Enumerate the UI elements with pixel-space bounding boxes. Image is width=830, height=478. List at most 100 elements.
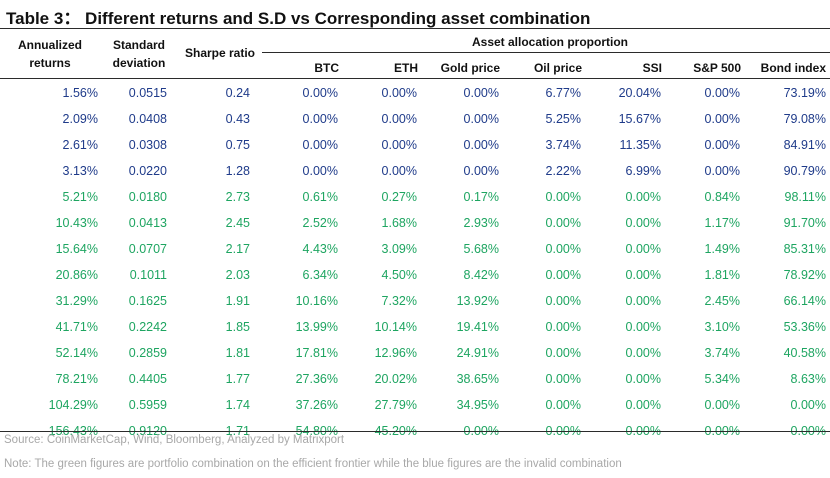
table-cell: 73.19% (783, 86, 826, 100)
table-cell: 0.00% (302, 112, 338, 126)
table-cell: 0.61% (302, 190, 338, 204)
table-row: 78.21% 0.4405 1.77 27.36% 20.02% 38.65% 0.00% 0… (0, 366, 830, 392)
table-cell: 0.00% (545, 216, 581, 230)
table-cell: 2.61% (62, 138, 98, 152)
table-cell: 13.99% (295, 320, 338, 334)
table-cell: 0.00% (302, 138, 338, 152)
table-cell: 0.00% (704, 112, 740, 126)
header-standard: Standard (112, 38, 165, 52)
table-cell: 5.21% (62, 190, 98, 204)
table-row: 2.61% 0.0308 0.75 0.00% 0.00% 0.00% 3.74% 11.35… (0, 132, 830, 158)
table-cell: 104.29% (48, 398, 98, 412)
table-cell: 0.00% (625, 294, 661, 308)
table-cell: 0.4405 (128, 372, 167, 386)
table-cell: 3.13% (62, 164, 98, 178)
header-btc: BTC (314, 61, 339, 75)
table-row: 52.14% 0.2859 1.81 17.81% 12.96% 24.91% 0.00% 0… (0, 340, 830, 366)
table-cell: 0.00% (463, 164, 499, 178)
table-cell: 0.00% (545, 398, 581, 412)
table-cell: 0.00% (302, 86, 338, 100)
table-row: 3.13% 0.0220 1.28 0.00% 0.00% 0.00% 2.22% 6.99%… (0, 158, 830, 184)
table-cell: 3.74% (545, 138, 581, 152)
table-cell: 0.00% (625, 372, 661, 386)
table-cell: 0.00% (704, 138, 740, 152)
table-cell: 0.00% (463, 112, 499, 126)
table-cell: 2.45 (225, 216, 250, 230)
table-cell: 15.67% (618, 112, 661, 126)
table-cell: 3.10% (704, 320, 740, 334)
table-cell: 0.2859 (128, 346, 167, 360)
table-cell: 20.02% (374, 372, 417, 386)
header-sp500: S&P 500 (693, 61, 741, 75)
table-cell: 15.64% (55, 242, 98, 256)
table-cell: 0.00% (625, 190, 661, 204)
header-asset-allocation: Asset allocation proportion (471, 35, 628, 49)
table-cell: 4.43% (302, 242, 338, 256)
group-underline (262, 52, 830, 53)
table-cell: 0.00% (625, 346, 661, 360)
table-cell: 6.34% (302, 268, 338, 282)
table-cell: 0.0180 (128, 190, 167, 204)
table-row: 5.21% 0.0180 2.73 0.61% 0.27% 0.17% 0.00% 0.00%… (0, 184, 830, 210)
table-cell: 31.29% (55, 294, 98, 308)
table-cell: 0.00% (463, 138, 499, 152)
table-cell: 0.00% (625, 268, 661, 282)
table-cell: 1.17% (704, 216, 740, 230)
table-cell: 27.79% (374, 398, 417, 412)
table-cell: 8.63% (790, 372, 826, 386)
table-cell: 27.36% (295, 372, 338, 386)
table-cell: 0.0413 (128, 216, 167, 230)
table-cell: 2.93% (463, 216, 499, 230)
table-row: 31.29% 0.1625 1.91 10.16% 7.32% 13.92% 0.00% 0.… (0, 288, 830, 314)
table-cell: 6.99% (625, 164, 661, 178)
table-cell: 0.00% (545, 294, 581, 308)
header-eth: ETH (394, 61, 418, 75)
table-cell: 78.21% (55, 372, 98, 386)
table-cell: 4.50% (381, 268, 417, 282)
table-cell: 3.09% (381, 242, 417, 256)
table-cell: 11.35% (619, 138, 661, 152)
table-cell: 3.74% (704, 346, 740, 360)
table-cell: 1.81 (225, 346, 250, 360)
table-cell: 10.14% (374, 320, 417, 334)
source-note: Source: CoinMarketCap, Wind, Bloomberg, … (4, 434, 345, 446)
header-annualized: Annualized (17, 38, 82, 52)
table-cell: 1.56% (62, 86, 98, 100)
table-cell: 2.73 (225, 190, 250, 204)
table-row: 15.64% 0.0707 2.17 4.43% 3.09% 5.68% 0.00% 0.00… (0, 236, 830, 262)
table-cell: 8.42% (463, 268, 499, 282)
header-oil-price: Oil price (533, 61, 582, 75)
header-ssi: SSI (642, 61, 662, 75)
table-cell: 5.34% (704, 372, 740, 386)
table-cell: 0.00% (704, 164, 740, 178)
table-row: 41.71% 0.2242 1.85 13.99% 10.14% 19.41% 0.00% 0… (0, 314, 830, 340)
table-cell: 0.0707 (128, 242, 167, 256)
table-cell: 90.79% (783, 164, 826, 178)
table-cell: 0.00% (545, 320, 581, 334)
header-sharpe-ratio: Sharpe ratio (184, 46, 256, 60)
title-rule (0, 28, 830, 29)
legend-note: Note: The green figures are portfolio co… (4, 458, 622, 470)
table-cell: 0.00% (704, 398, 740, 412)
table-cell: 0.00% (704, 86, 740, 100)
header-bond-index: Bond index (760, 61, 826, 75)
table-cell: 2.45% (704, 294, 740, 308)
table-cell: 0.5959 (128, 398, 167, 412)
table-body: 1.56% 0.0515 0.24 0.00% 0.00% 0.00% 6.77% 20.04… (0, 80, 830, 444)
table-cell: 0.1011 (129, 268, 167, 282)
table-cell: 37.26% (295, 398, 338, 412)
table-cell: 0.2242 (128, 320, 167, 334)
header-deviation: deviation (112, 56, 166, 70)
table-cell: 10.16% (295, 294, 338, 308)
table-cell: 20.86% (55, 268, 98, 282)
table-cell: 1.68% (381, 216, 417, 230)
table-cell: 91.70% (783, 216, 826, 230)
table-cell: 1.74 (225, 398, 250, 412)
table-cell: 0.00% (625, 242, 661, 256)
header-returns: returns (29, 56, 71, 70)
table-cell: 0.00% (545, 190, 581, 204)
table-cell: 53.36% (783, 320, 826, 334)
table-cell: 0.0220 (128, 164, 167, 178)
table-cell: 1.91 (225, 294, 250, 308)
table-cell: 1.81% (704, 268, 740, 282)
